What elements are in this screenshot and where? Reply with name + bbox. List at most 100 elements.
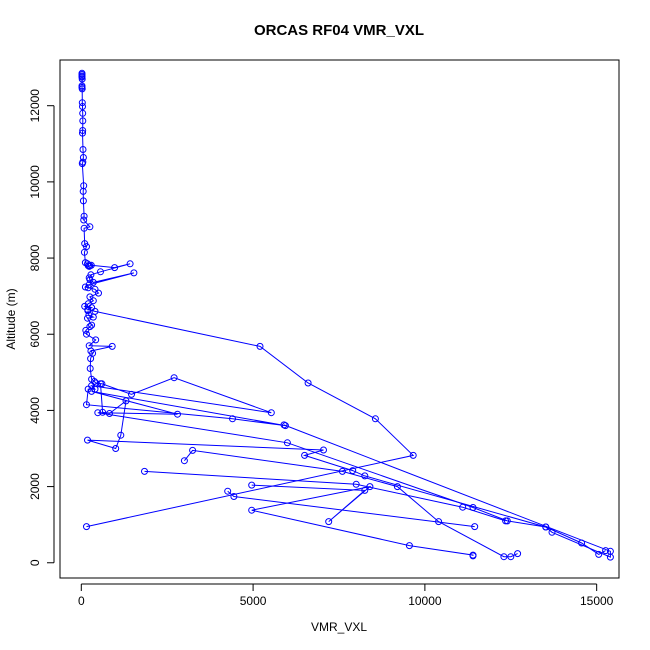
data-point	[84, 307, 92, 315]
data-point	[79, 197, 87, 205]
data-point	[94, 409, 102, 417]
data-point	[84, 314, 91, 322]
data-point	[83, 523, 90, 531]
series-line	[87, 383, 606, 555]
data-point	[471, 523, 479, 531]
x-tick-label: 0	[78, 594, 85, 608]
data-point	[86, 365, 94, 372]
data-point	[304, 379, 312, 387]
data-point	[393, 483, 401, 491]
data-point	[85, 281, 93, 289]
data-point	[111, 264, 119, 272]
data-point	[79, 109, 87, 117]
data-point	[84, 284, 92, 292]
series-line	[184, 449, 518, 558]
data-point	[92, 336, 100, 344]
data-point	[106, 410, 113, 417]
data-point	[79, 187, 87, 195]
data-point	[170, 374, 178, 382]
data-point	[79, 103, 86, 110]
data-point	[141, 467, 148, 475]
data-point	[81, 283, 89, 291]
data-point	[97, 268, 104, 276]
data-point	[320, 446, 327, 454]
data-point	[87, 355, 95, 363]
data-point	[87, 261, 95, 269]
data-point	[361, 472, 369, 480]
data-point	[83, 330, 90, 338]
data-point	[542, 523, 550, 531]
x-tick-label: 15000	[580, 594, 614, 608]
series-line	[85, 310, 611, 558]
data-point	[99, 408, 107, 416]
x-axis: 0 5000 10000 15000	[78, 583, 614, 608]
data-point	[82, 326, 90, 334]
data-point	[248, 481, 256, 489]
data-point	[91, 285, 99, 293]
data-point	[352, 480, 360, 488]
data-point	[500, 553, 508, 561]
data-point	[78, 85, 86, 93]
data-point	[80, 224, 88, 232]
data-point	[469, 552, 477, 560]
x-tick-label: 5000	[240, 594, 267, 608]
data-point	[349, 467, 357, 475]
data-point	[502, 517, 510, 525]
data-point	[595, 550, 603, 558]
plot-frame	[59, 59, 620, 579]
x-axis-label: VMR_VXL	[311, 620, 367, 634]
data-point	[89, 297, 97, 305]
data-point	[78, 99, 86, 107]
data-point	[78, 75, 86, 83]
y-axis: 0 2000 4000 6000 8000 10000 12000	[28, 89, 55, 566]
data-point	[79, 129, 86, 137]
data-point	[361, 486, 369, 494]
data-point	[84, 436, 91, 444]
data-point	[95, 289, 102, 297]
data-point	[79, 117, 87, 125]
data-point	[602, 547, 610, 555]
data-point	[78, 160, 86, 168]
data-point	[514, 550, 522, 558]
data-point	[283, 439, 291, 447]
data-point	[507, 553, 515, 561]
data-point	[224, 487, 232, 495]
data-point	[371, 415, 379, 423]
data-point	[248, 506, 256, 514]
series-line	[251, 484, 474, 556]
data-point	[280, 421, 288, 429]
data-point	[366, 483, 374, 491]
y-axis-label: Altitude (m)	[4, 288, 18, 349]
data-point	[80, 248, 88, 256]
y-tick-label: 8000	[28, 244, 42, 271]
data-point	[79, 146, 87, 153]
data-point	[122, 397, 130, 405]
data-point	[83, 401, 90, 409]
data-point	[112, 445, 120, 452]
data-point	[229, 415, 236, 423]
chart-title: ORCAS RF04 VMR_VXL	[254, 22, 424, 39]
data-point	[180, 457, 188, 465]
data-point	[405, 542, 413, 550]
data-point	[256, 342, 264, 350]
plot-area	[78, 69, 614, 561]
data-point	[80, 216, 88, 224]
data-point	[88, 387, 96, 395]
x-tick-label: 10000	[408, 594, 442, 608]
series-line	[144, 470, 506, 522]
data-point	[325, 518, 333, 526]
data-point	[126, 260, 134, 268]
data-point	[189, 446, 197, 454]
data-point	[301, 451, 309, 459]
data-point	[267, 409, 275, 417]
data-point	[174, 410, 181, 418]
data-point	[230, 493, 238, 500]
data-point	[97, 380, 104, 388]
y-tick-label: 6000	[28, 321, 42, 348]
y-tick-label: 0	[28, 559, 42, 566]
data-point	[128, 390, 135, 398]
data-point	[130, 269, 138, 277]
y-tick-label: 2000	[28, 473, 42, 500]
data-point	[79, 127, 87, 134]
data-point	[89, 278, 97, 286]
